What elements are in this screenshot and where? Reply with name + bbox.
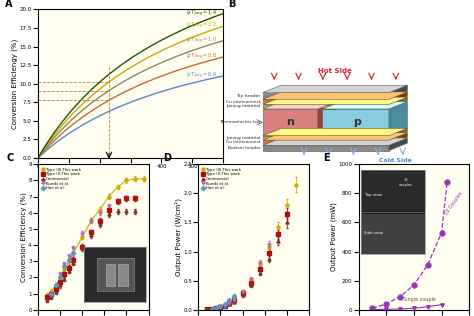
Polygon shape	[389, 92, 407, 104]
Polygon shape	[263, 136, 389, 139]
Polygon shape	[322, 101, 407, 109]
Y-axis label: Output Power (mW): Output Power (mW)	[330, 203, 337, 271]
Text: E: E	[323, 153, 330, 163]
Polygon shape	[389, 97, 407, 108]
Line: 18 Couples: 18 Couples	[370, 179, 449, 311]
18 Couples	[439, 231, 445, 234]
Single couple	[370, 308, 375, 312]
Text: $(zT)_{avg}=0.8$: $(zT)_{avg}=0.8$	[186, 52, 217, 62]
Polygon shape	[263, 140, 389, 145]
18 Couples	[425, 263, 430, 266]
Text: Hot Side: Hot Side	[318, 68, 352, 74]
Polygon shape	[263, 105, 389, 108]
Y-axis label: Conversion Efficiengy (%): Conversion Efficiengy (%)	[11, 39, 18, 129]
18 Couples	[397, 295, 403, 299]
Y-axis label: Conversion Efficiency (%): Conversion Efficiency (%)	[20, 192, 27, 282]
Text: Cu interconnect: Cu interconnect	[226, 100, 261, 104]
Text: Cu interconnect: Cu interconnect	[226, 140, 261, 144]
Text: 18 Couples: 18 Couples	[444, 191, 464, 216]
Y-axis label: Output Power (W/cm²): Output Power (W/cm²)	[174, 198, 182, 276]
Text: Bottom header: Bottom header	[228, 146, 261, 150]
Polygon shape	[322, 109, 389, 136]
Text: A: A	[5, 0, 12, 9]
Single couple	[439, 303, 445, 307]
Polygon shape	[263, 97, 407, 105]
Polygon shape	[263, 93, 389, 99]
Text: $(zT)_{avg}=0.6$: $(zT)_{avg}=0.6$	[186, 71, 217, 81]
Polygon shape	[389, 128, 407, 139]
Polygon shape	[263, 109, 318, 136]
Text: D: D	[163, 153, 171, 163]
X-axis label: ΔT (°C): ΔT (°C)	[118, 171, 143, 178]
Polygon shape	[263, 133, 407, 140]
Text: Joining material: Joining material	[226, 136, 261, 140]
Legend: Type (II)-This work, Type (I)-This work, Commercial, Kuroki et al., Hao et al.: Type (II)-This work, Type (I)-This work,…	[40, 166, 82, 192]
Polygon shape	[263, 138, 407, 145]
Text: n: n	[286, 117, 294, 127]
Text: C: C	[7, 153, 14, 163]
Text: Top header: Top header	[237, 94, 261, 98]
Polygon shape	[389, 85, 407, 99]
Single couple	[411, 306, 417, 310]
Polygon shape	[263, 101, 336, 109]
Polygon shape	[263, 145, 389, 151]
Text: Thermoelectric leg: Thermoelectric leg	[219, 120, 261, 125]
Legend: Type (II)-This work, Type (I)-This work, Commercial, Kuroki et al., Hao et al.: Type (II)-This work, Type (I)-This work,…	[200, 166, 243, 192]
Text: p: p	[353, 117, 361, 127]
Polygon shape	[389, 133, 407, 145]
Polygon shape	[263, 128, 407, 136]
Text: Joining material: Joining material	[226, 104, 261, 108]
18 Couples	[370, 306, 375, 310]
18 Couples	[411, 283, 417, 287]
Polygon shape	[318, 101, 336, 136]
Line: Single couple: Single couple	[371, 303, 443, 311]
Polygon shape	[263, 92, 407, 99]
Text: B: B	[228, 0, 236, 9]
Polygon shape	[263, 85, 407, 93]
Polygon shape	[389, 101, 407, 136]
Single couple	[397, 307, 403, 311]
Text: Single couple: Single couple	[403, 297, 436, 302]
18 Couples	[444, 180, 450, 184]
Text: $(zT)_{avg}=1.4$: $(zT)_{avg}=1.4$	[186, 9, 217, 19]
18 Couples	[383, 302, 389, 306]
Single couple	[425, 305, 430, 309]
Text: $(zT)_{avg}=1.2$: $(zT)_{avg}=1.2$	[186, 21, 217, 31]
Text: Cold Side: Cold Side	[380, 158, 412, 163]
Text: $(zT)_{avg}=1.0$: $(zT)_{avg}=1.0$	[186, 36, 217, 46]
Polygon shape	[389, 138, 407, 151]
Polygon shape	[263, 99, 389, 104]
Single couple	[383, 307, 389, 311]
